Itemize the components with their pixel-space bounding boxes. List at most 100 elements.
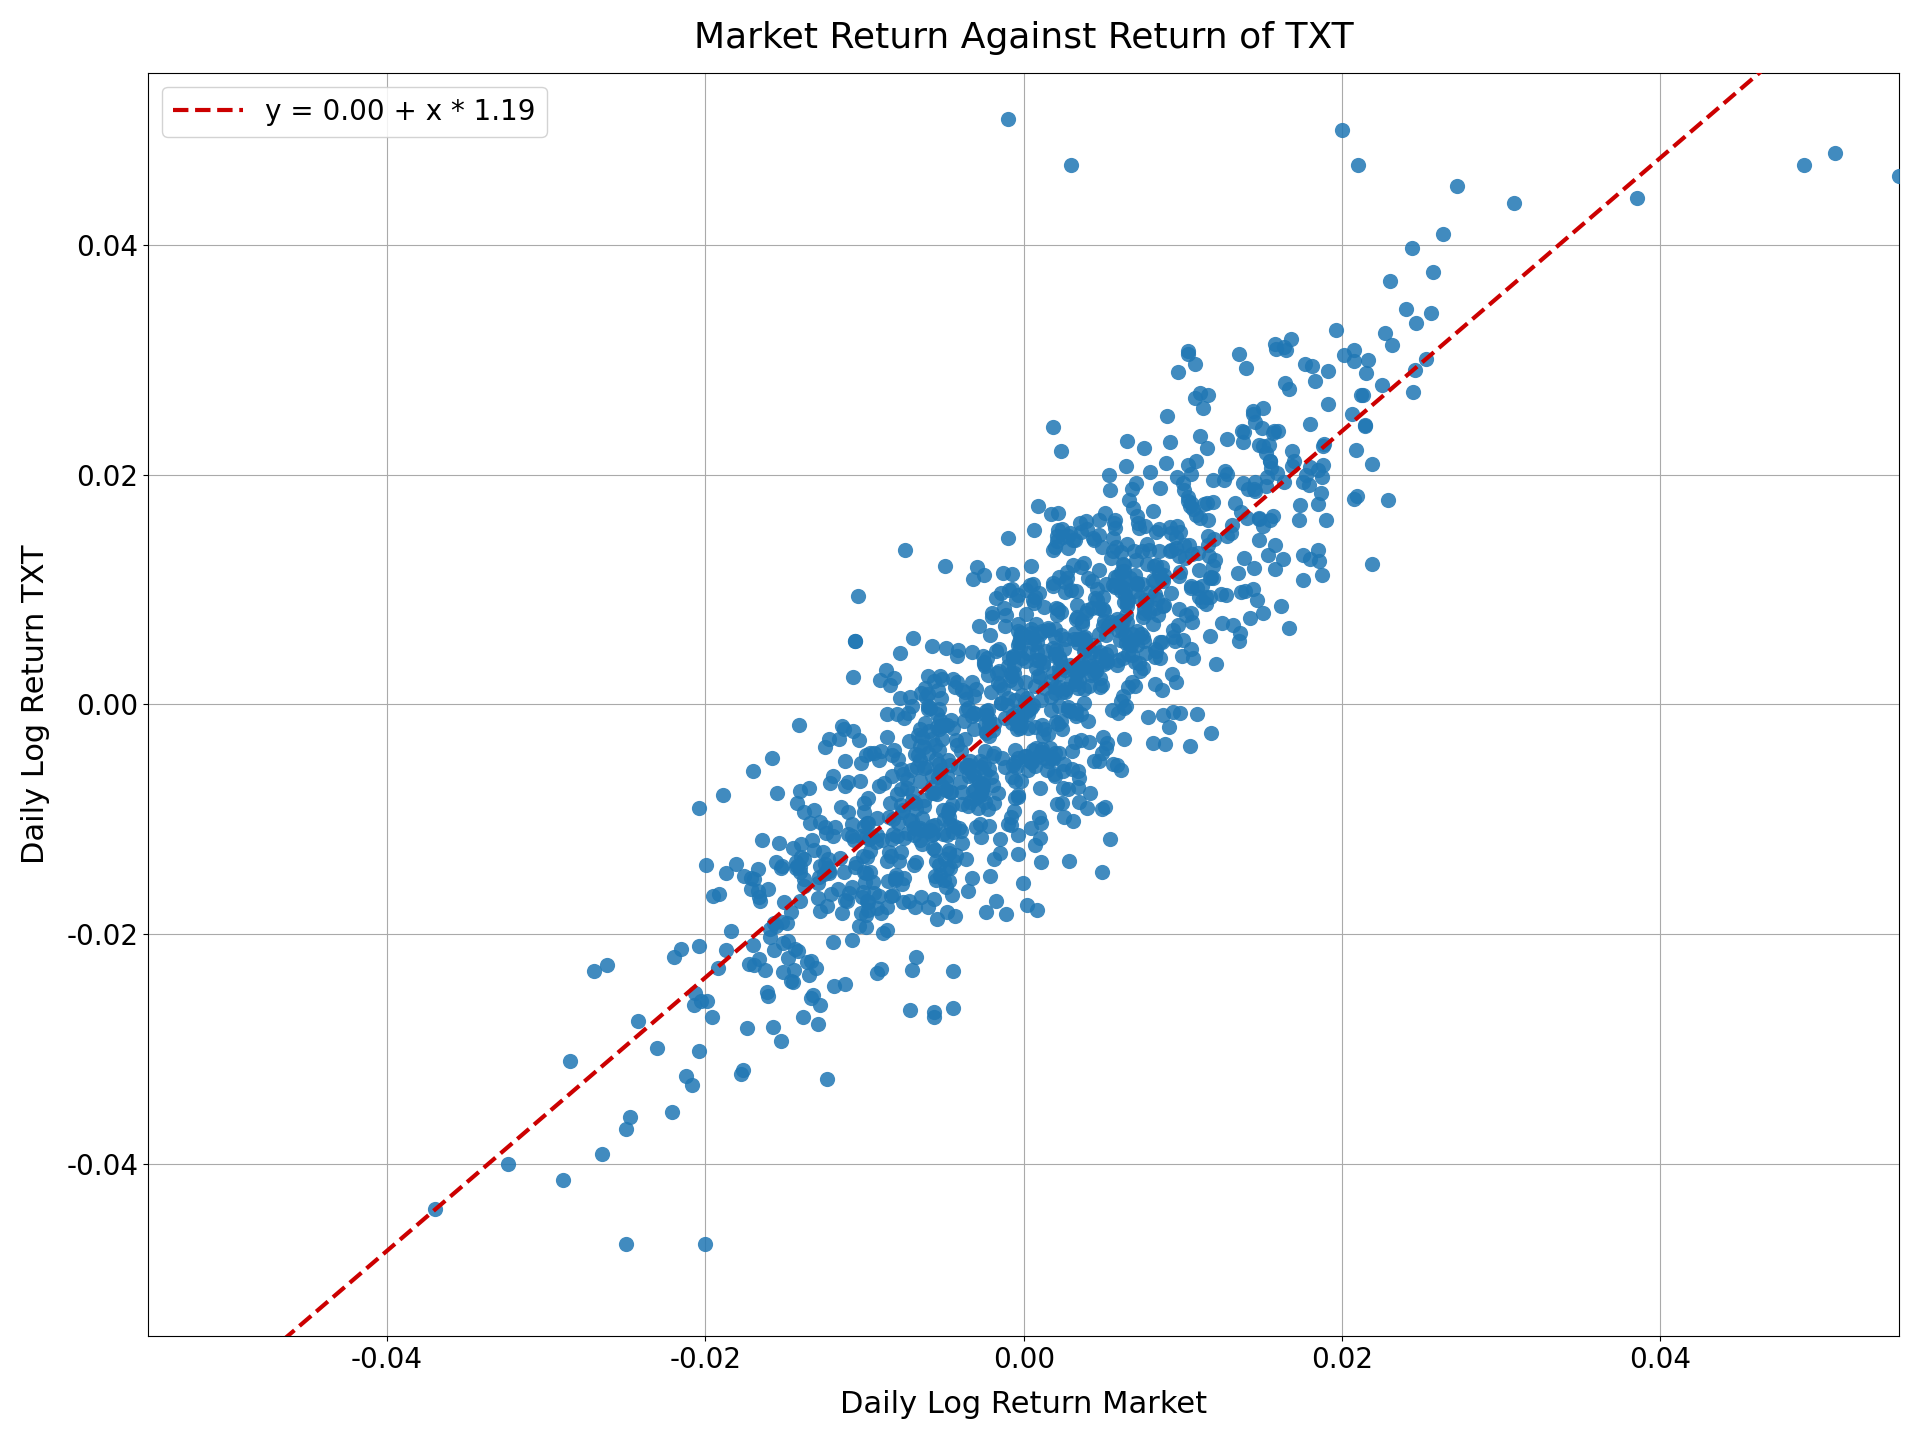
Point bbox=[922, 907, 952, 930]
Point bbox=[555, 1050, 586, 1073]
Point bbox=[964, 785, 995, 808]
Point bbox=[1064, 632, 1094, 655]
Point bbox=[1002, 717, 1033, 740]
Point bbox=[960, 719, 991, 742]
Point bbox=[753, 985, 783, 1008]
Point bbox=[1085, 644, 1116, 667]
Point bbox=[1290, 351, 1321, 374]
Point bbox=[1058, 628, 1089, 651]
Point bbox=[1340, 438, 1371, 461]
Point bbox=[737, 935, 768, 958]
Point bbox=[1302, 458, 1332, 481]
Point bbox=[1096, 698, 1127, 721]
Point bbox=[1162, 671, 1192, 694]
Point bbox=[1121, 504, 1152, 527]
Point bbox=[937, 959, 968, 982]
Point bbox=[1140, 596, 1171, 619]
Point bbox=[1181, 504, 1212, 527]
Point bbox=[1119, 674, 1150, 697]
Point bbox=[879, 868, 910, 891]
Point bbox=[1144, 517, 1175, 540]
Point bbox=[1033, 619, 1064, 642]
Point bbox=[1033, 721, 1064, 744]
Point bbox=[697, 1005, 728, 1028]
Point bbox=[1177, 611, 1208, 634]
Point bbox=[906, 726, 937, 749]
Point bbox=[851, 916, 881, 939]
Point bbox=[1079, 586, 1110, 609]
Point bbox=[1129, 436, 1160, 459]
Point bbox=[858, 881, 889, 904]
Point bbox=[783, 780, 814, 804]
Point bbox=[1006, 769, 1037, 792]
Point bbox=[1192, 534, 1223, 557]
Point bbox=[829, 750, 860, 773]
Point bbox=[877, 739, 908, 762]
Point bbox=[1177, 602, 1208, 625]
Point bbox=[1256, 449, 1286, 472]
Point bbox=[1068, 552, 1098, 575]
Point bbox=[893, 701, 924, 724]
Point bbox=[843, 585, 874, 608]
Point bbox=[804, 865, 835, 888]
Point bbox=[970, 564, 1000, 588]
Point bbox=[1225, 621, 1256, 644]
Point bbox=[1308, 435, 1338, 458]
Point bbox=[1112, 611, 1142, 634]
Point bbox=[1154, 716, 1185, 739]
Point bbox=[910, 685, 941, 708]
Point bbox=[783, 940, 814, 963]
Point bbox=[993, 107, 1023, 130]
Point bbox=[1094, 478, 1125, 501]
Point bbox=[854, 840, 885, 863]
Point bbox=[1069, 678, 1100, 701]
Point bbox=[970, 900, 1000, 923]
Point bbox=[1121, 619, 1152, 642]
Point bbox=[785, 832, 816, 855]
Point bbox=[1056, 153, 1087, 176]
Point bbox=[1098, 566, 1129, 589]
Point bbox=[1071, 517, 1102, 540]
Point bbox=[1260, 557, 1290, 580]
Point bbox=[1021, 641, 1052, 664]
Point bbox=[893, 768, 924, 791]
Point bbox=[1198, 527, 1229, 550]
Point bbox=[1029, 596, 1060, 619]
Point bbox=[960, 701, 991, 724]
Point bbox=[1144, 631, 1175, 654]
Point bbox=[998, 661, 1029, 684]
Point bbox=[1114, 488, 1144, 511]
Point bbox=[756, 1015, 787, 1038]
Point bbox=[1068, 626, 1098, 649]
Point bbox=[925, 714, 956, 737]
Point bbox=[893, 776, 924, 799]
Point bbox=[864, 884, 895, 907]
Point bbox=[732, 1017, 762, 1040]
Point bbox=[912, 683, 943, 706]
Point bbox=[1110, 553, 1140, 576]
Point bbox=[1091, 732, 1121, 755]
Point bbox=[1002, 634, 1033, 657]
Point bbox=[879, 667, 910, 690]
Point bbox=[975, 766, 1006, 789]
Point bbox=[1020, 716, 1050, 739]
Point bbox=[770, 891, 801, 914]
Point bbox=[897, 694, 927, 717]
Point bbox=[614, 1104, 645, 1128]
Point bbox=[1018, 589, 1048, 612]
Point bbox=[1006, 701, 1037, 724]
Point bbox=[1021, 648, 1052, 671]
Point bbox=[1083, 749, 1114, 772]
Point bbox=[810, 852, 841, 876]
Point bbox=[1054, 850, 1085, 873]
Point bbox=[970, 762, 1000, 785]
Point bbox=[745, 890, 776, 913]
Point bbox=[1073, 730, 1104, 753]
Point bbox=[993, 654, 1023, 677]
Point bbox=[958, 641, 989, 664]
Point bbox=[678, 1073, 708, 1096]
Point bbox=[657, 1102, 687, 1125]
Point bbox=[998, 703, 1029, 726]
Point bbox=[947, 678, 977, 701]
Point bbox=[985, 841, 1016, 864]
